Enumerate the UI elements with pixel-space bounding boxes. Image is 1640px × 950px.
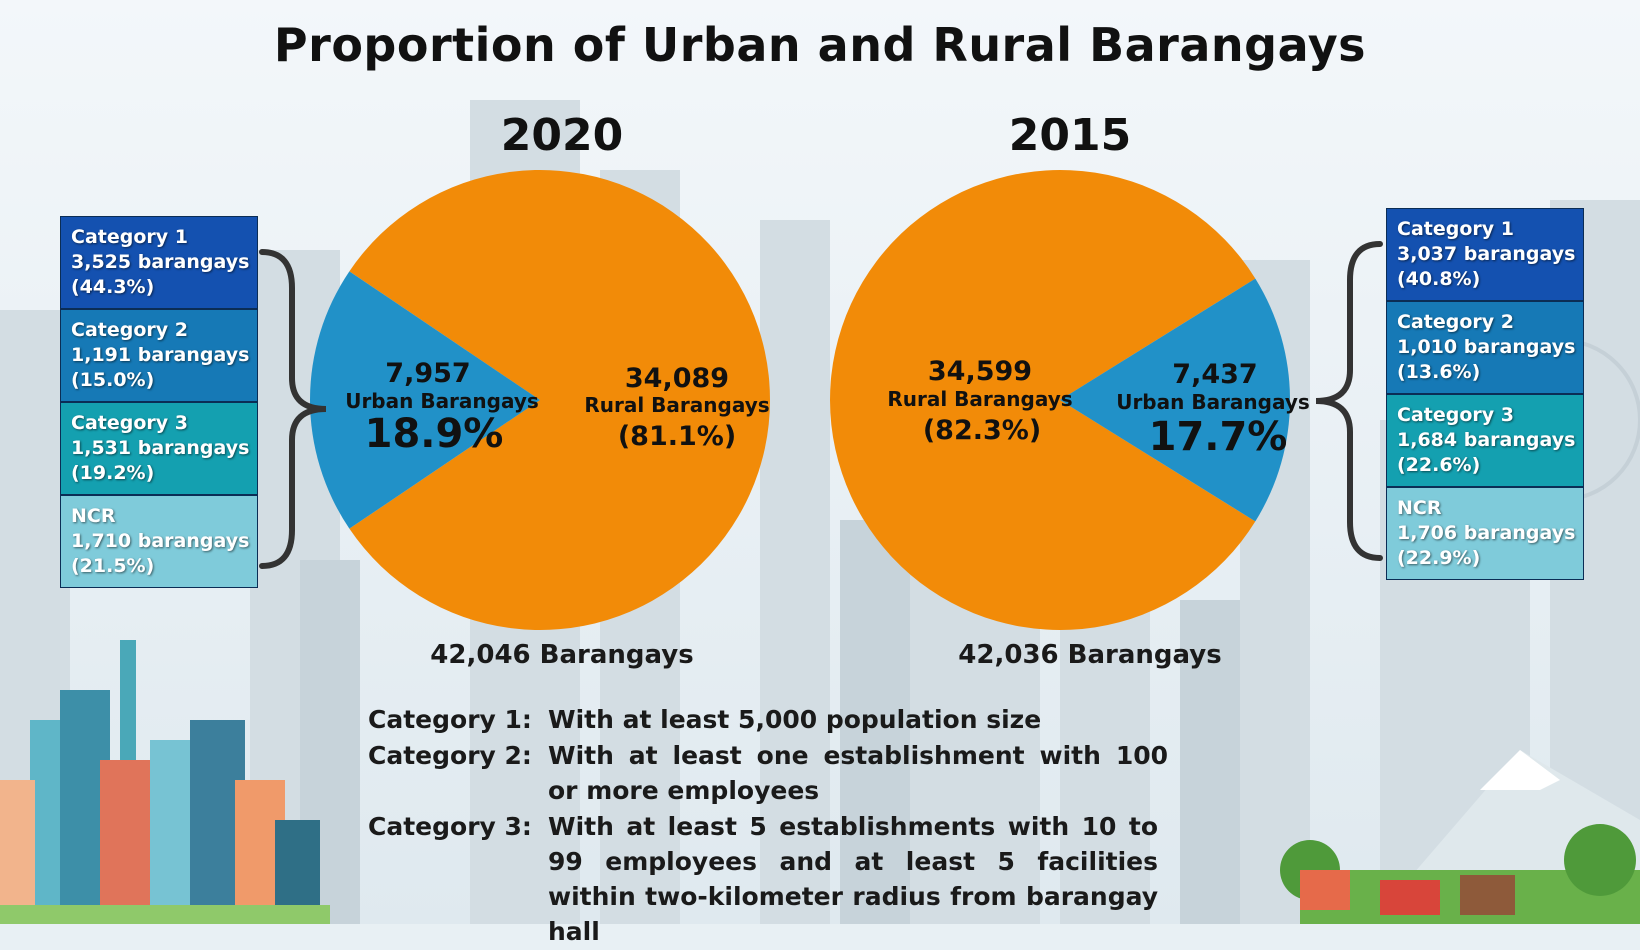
pie-title-2015: 2015	[1008, 110, 1132, 161]
definition-text: With at least 5 establishments with 10 t…	[548, 812, 1158, 946]
definition-row: Category 3: With at least 5 establishmen…	[368, 809, 1248, 949]
category-2-box: Category 2 1,191 barangays (15.0%)	[60, 309, 258, 402]
category-name: Category 3	[71, 412, 188, 434]
definition-label: Category 2:	[368, 741, 532, 770]
pie-2015-rural-name: Rural Barangays	[887, 387, 1072, 411]
category-percent: (22.6%)	[1397, 454, 1481, 476]
category-definitions: Category 1: With at least 5,000 populati…	[368, 702, 1248, 950]
definition-label: Category 1:	[368, 705, 532, 734]
category-percent: (44.3%)	[71, 276, 155, 298]
category-count: 1,684 barangays	[1397, 429, 1576, 451]
urban-breakdown-2020: Category 1 3,525 barangays (44.3%) Categ…	[60, 216, 258, 588]
pie-title-2020: 2020	[500, 110, 624, 161]
category-name: Category 2	[71, 319, 188, 341]
definition-row: Category 1: With at least 5,000 populati…	[368, 702, 1248, 737]
category-1-box: Category 1 3,525 barangays (44.3%)	[60, 216, 258, 309]
category-1-box: Category 1 3,037 barangays (40.8%)	[1386, 208, 1584, 301]
pie-2020-urban-percent: 18.9%	[365, 411, 504, 457]
pie-2020-urban-name: Urban Barangays	[345, 389, 539, 413]
brace-icon	[259, 249, 327, 569]
category-count: 3,525 barangays	[71, 251, 250, 273]
pie-2020-rural-slice	[349, 170, 770, 630]
pie-2015-urban-count: 7,437	[1172, 359, 1257, 390]
countryside-icon	[1280, 750, 1640, 924]
definition-text: With at least 5,000 population size	[548, 705, 1042, 734]
category-name: Category 1	[1397, 218, 1514, 240]
category-count: 1,010 barangays	[1397, 336, 1576, 358]
city-buildings-icon	[0, 640, 330, 924]
category-count: 1,710 barangays	[71, 530, 250, 552]
category-3-box: Category 3 1,531 barangays (19.2%)	[60, 402, 258, 495]
category-percent: (22.9%)	[1397, 547, 1481, 569]
brace-icon	[1315, 241, 1383, 561]
pie-2020-rural-percent: (81.1%)	[618, 421, 736, 452]
category-count: 1,191 barangays	[71, 344, 250, 366]
category-name: NCR	[1397, 497, 1442, 519]
pie-2015-rural-percent: (82.3%)	[923, 415, 1041, 446]
pie-2015-rural-count: 34,599	[928, 356, 1032, 387]
definition-row: Category 2: With at least one establishm…	[368, 738, 1248, 808]
definition-text: With at least one establishment with 100…	[548, 741, 1168, 805]
category-name: Category 2	[1397, 311, 1514, 333]
category-name: Category 3	[1397, 404, 1514, 426]
category-percent: (13.6%)	[1397, 361, 1481, 383]
pie-2020-urban-count: 7,957	[385, 358, 470, 389]
category-name: Category 1	[71, 226, 188, 248]
category-2-box: Category 2 1,010 barangays (13.6%)	[1386, 301, 1584, 394]
pie-charts: 7,957 Urban Barangays 18.9% 34,089 Rural…	[309, 169, 1310, 630]
pie-2015-urban-percent: 17.7%	[1149, 414, 1288, 460]
pie-2015-urban-slice	[1060, 278, 1290, 522]
pie-2020-total: 42,046 Barangays	[430, 640, 694, 670]
pie-2020-urban-slice	[309, 271, 540, 529]
category-count: 3,037 barangays	[1397, 243, 1576, 265]
pie-2015-total: 42,036 Barangays	[958, 640, 1222, 670]
category-count: 1,706 barangays	[1397, 522, 1576, 544]
category-percent: (21.5%)	[71, 555, 155, 577]
category-3-box: Category 3 1,684 barangays (22.6%)	[1386, 394, 1584, 487]
urban-breakdown-2015: Category 1 3,037 barangays (40.8%) Categ…	[1386, 208, 1584, 580]
pie-2020-rural-name: Rural Barangays	[584, 393, 769, 417]
category-percent: (40.8%)	[1397, 268, 1481, 290]
category-count: 1,531 barangays	[71, 437, 250, 459]
category-name: NCR	[71, 505, 116, 527]
category-percent: (15.0%)	[71, 369, 155, 391]
chart-title: Proportion of Urban and Rural Barangays	[273, 18, 1367, 72]
ncr-box: NCR 1,706 barangays (22.9%)	[1386, 487, 1584, 580]
pie-2015-urban-name: Urban Barangays	[1116, 390, 1310, 414]
pie-2015-rural-slice	[829, 169, 1256, 630]
pie-2020-rural-count: 34,089	[625, 363, 729, 394]
category-percent: (19.2%)	[71, 462, 155, 484]
ncr-box: NCR 1,710 barangays (21.5%)	[60, 495, 258, 588]
definition-label: Category 3:	[368, 812, 532, 841]
